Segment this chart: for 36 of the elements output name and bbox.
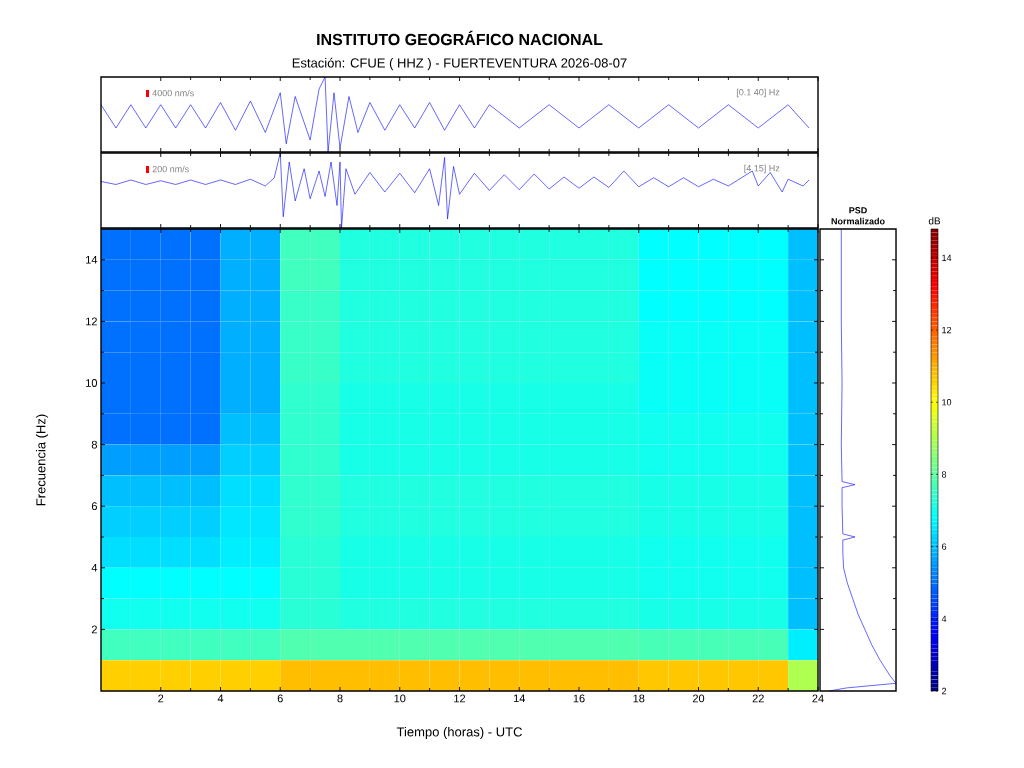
- y-tick-label: 14: [86, 256, 98, 264]
- x-tick-label: 4: [217, 694, 224, 703]
- x-tick-label: 8: [337, 694, 343, 703]
- color-bar-title: dB: [928, 217, 941, 225]
- color-bar-label: 12: [942, 326, 952, 334]
- x-axis-title: Tiempo (horas) - UTC: [396, 726, 522, 740]
- x-tick-label: 12: [454, 694, 466, 703]
- color-bar-label: 4: [941, 615, 947, 622]
- y-tick-label: 4: [91, 564, 98, 572]
- x-tick-label: 18: [633, 694, 645, 703]
- x-tick-label: 10: [394, 694, 406, 703]
- annotation: 200 nm/s: [152, 165, 189, 173]
- chart-title: INSTITUTO GEOGRÁFICO NACIONAL: [317, 30, 603, 46]
- chart-title: PSD Normalizado: [831, 207, 885, 225]
- y-tick-label: 10: [86, 379, 98, 387]
- y-tick-label: 8: [91, 440, 97, 449]
- y-tick-label: 2: [91, 625, 97, 634]
- annotation: [4 15] Hz: [744, 164, 780, 174]
- x-tick-label: 2: [158, 694, 164, 703]
- y-tick-label: 12: [86, 317, 97, 326]
- color-bar-label: 10: [942, 399, 952, 406]
- x-tick-label: 14: [513, 694, 526, 703]
- chart-subtitle: Estación: CFUE ( HHZ ) - FUERTEVENTURA 2026-08-07: [292, 57, 627, 71]
- annotation: 4000 nm/s: [152, 89, 194, 97]
- x-tick-label: 20: [692, 694, 705, 703]
- y-tick-label: 6: [91, 502, 97, 511]
- y-axis-title: Frecuencia (Hz): [35, 414, 49, 506]
- x-tick-label: 24: [812, 694, 824, 703]
- x-tick-label: 16: [573, 694, 585, 703]
- x-tick-label: 6: [277, 694, 283, 703]
- annotation: [0.1 40] Hz: [736, 88, 780, 98]
- color-bar-label: 8: [941, 471, 947, 478]
- color-bar-label: 6: [942, 543, 947, 550]
- color-bar-label: 14: [942, 254, 952, 261]
- x-tick-label: 22: [752, 694, 764, 703]
- color-bar-label: 2: [942, 687, 947, 695]
